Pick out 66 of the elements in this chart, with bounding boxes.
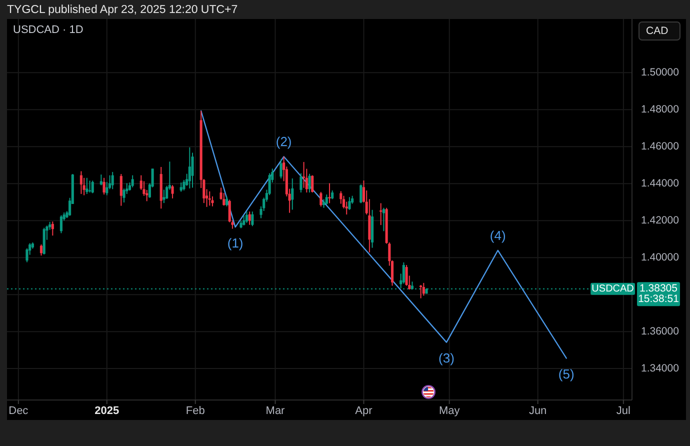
candlestick [311, 174, 314, 193]
candlestick [360, 184, 362, 204]
candlestick [382, 207, 385, 232]
candlestick [340, 190, 342, 204]
y-tick-label: 1.46000 [641, 140, 680, 152]
x-tick-label: Apr [355, 404, 373, 417]
candlestick [328, 182, 331, 204]
candlestick [211, 196, 214, 207]
x-tick-label: May [438, 404, 460, 417]
y-axis-title: CAD [646, 24, 669, 37]
candlestick [86, 177, 88, 194]
candlestick [180, 182, 182, 192]
y-tick-label: 1.42000 [641, 214, 680, 226]
candlestick [251, 211, 254, 227]
candlestick [320, 191, 322, 208]
chart-title: USDCAD · 1D [13, 24, 84, 36]
candlestick [60, 214, 63, 234]
candlestick [245, 211, 248, 224]
candlestick [162, 189, 166, 204]
candlestick [291, 178, 294, 210]
text: 1.38305 [640, 282, 678, 295]
candlestick [308, 173, 311, 193]
candlestick [248, 211, 251, 226]
candlestick [120, 173, 122, 206]
x-tick-label: Feb [186, 404, 205, 417]
annotation: (2) [276, 134, 292, 150]
candlestick [171, 184, 174, 199]
candlestick [131, 174, 134, 188]
text: 15:38:51 [638, 293, 680, 306]
candlestick [348, 196, 351, 210]
candlestick [91, 180, 94, 194]
candlestick [420, 284, 422, 299]
candlestick [302, 161, 306, 188]
candlestick [102, 177, 106, 196]
y-tick-label: 1.40000 [641, 251, 680, 264]
y-tick-label: 1.48000 [641, 103, 680, 116]
y-tick-label: 1.44000 [641, 177, 680, 190]
candlestick [88, 180, 92, 193]
candlestick [188, 146, 191, 189]
text: TYGCL published Apr 23, 2025 12:20 UTC+7 [7, 4, 238, 16]
candlestick [242, 215, 246, 226]
x-tick-label: Dec [8, 404, 29, 417]
x-tick-label: Mar [266, 404, 286, 417]
candlestick [111, 171, 114, 190]
x-tick-label: Jun [528, 404, 547, 417]
candlestick [405, 264, 408, 286]
annotation: (5) [558, 366, 574, 382]
annotation: (4) [490, 228, 506, 243]
y-tick-label: 1.50000 [641, 66, 680, 78]
candlestick [422, 282, 425, 296]
candlestick [325, 194, 328, 206]
x-tick-label: Jul [616, 404, 630, 417]
annotation: (3) [438, 350, 454, 366]
ref-line-label: USDCAD [592, 284, 634, 295]
candlestick [40, 244, 43, 256]
candlestick [100, 174, 102, 186]
y-tick-label: 1.34000 [641, 362, 680, 374]
candlestick [51, 221, 54, 236]
x-tick-label: 2025 [94, 404, 120, 417]
candlestick [300, 172, 302, 193]
candlestick [402, 262, 405, 284]
candlestick [280, 158, 282, 179]
annotation: (1) [227, 236, 244, 251]
y-tick-label: 1.36000 [641, 325, 680, 338]
candlestick [225, 196, 228, 207]
candlestick [80, 170, 82, 194]
